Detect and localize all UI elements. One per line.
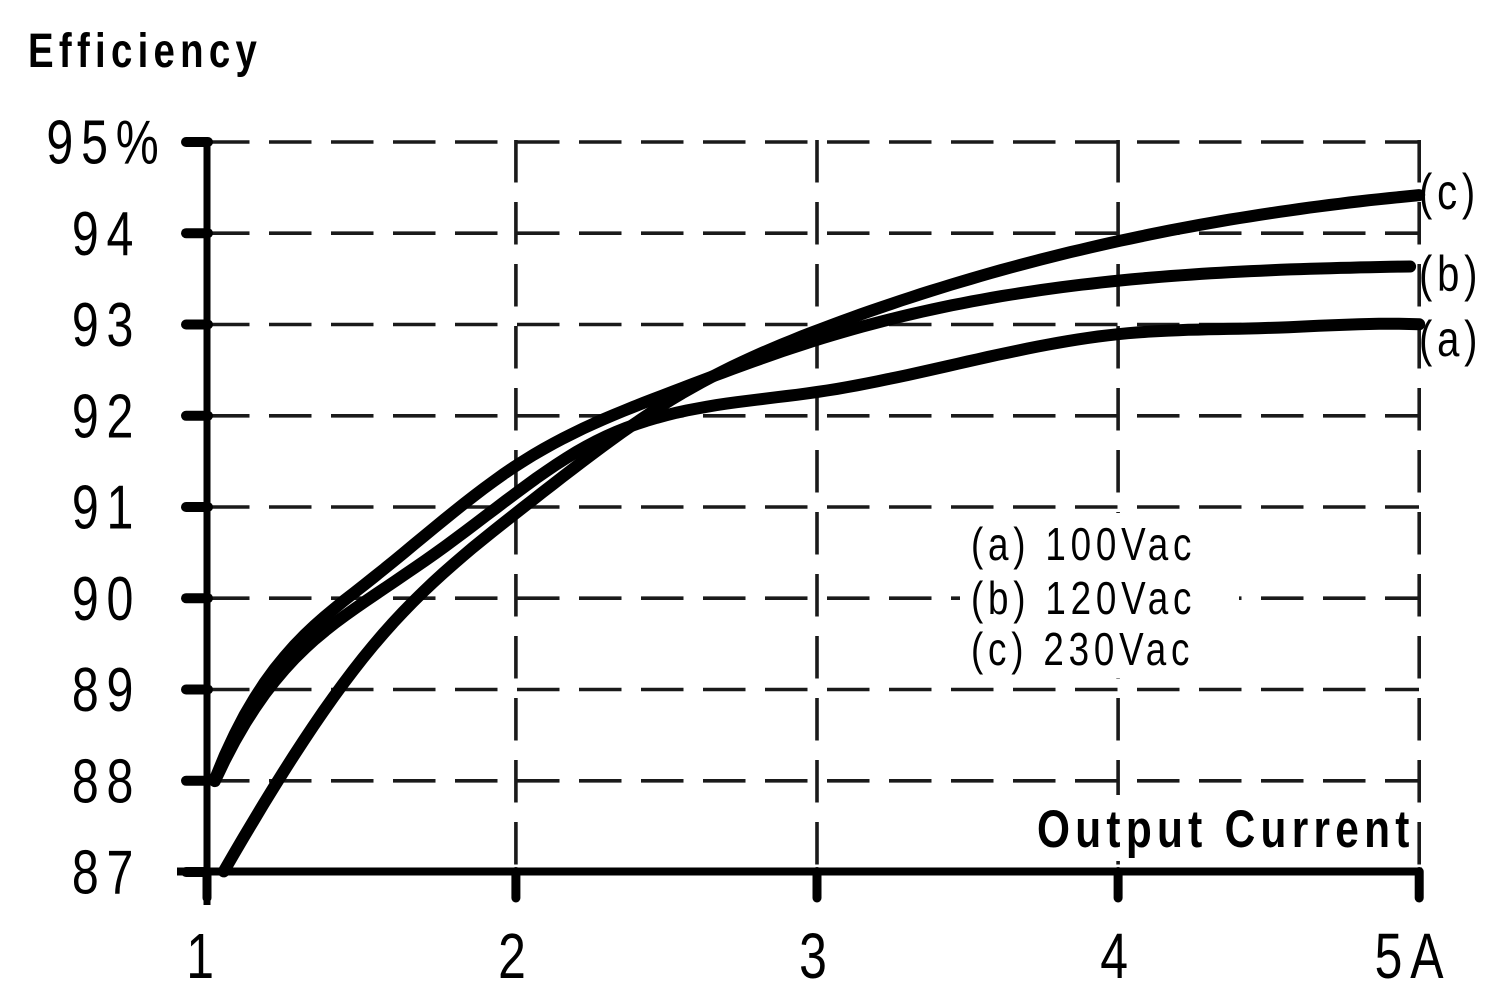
svg-text:(a): (a) (1419, 311, 1482, 367)
svg-text:95%: 95% (46, 108, 166, 177)
svg-text:(a) 100Vac: (a) 100Vac (971, 518, 1196, 570)
svg-text:4: 4 (1100, 921, 1136, 992)
svg-text:(c) 230Vac: (c) 230Vac (971, 623, 1194, 675)
svg-text:89: 89 (72, 655, 141, 724)
svg-text:1: 1 (186, 921, 222, 992)
svg-text:3: 3 (799, 921, 835, 992)
svg-text:(b) 120Vac: (b) 120Vac (971, 572, 1196, 624)
svg-text:Output Current: Output Current (1037, 801, 1415, 860)
svg-text:87: 87 (72, 838, 141, 907)
svg-text:90: 90 (72, 564, 141, 633)
svg-text:93: 93 (72, 290, 141, 359)
svg-text:92: 92 (72, 381, 141, 450)
svg-text:(b): (b) (1419, 246, 1482, 302)
svg-text:88: 88 (72, 746, 141, 815)
svg-text:Efficiency: Efficiency (28, 25, 262, 78)
svg-text:2: 2 (498, 921, 534, 992)
svg-text:94: 94 (72, 199, 141, 268)
svg-text:91: 91 (72, 473, 141, 542)
svg-text:5A: 5A (1375, 921, 1452, 992)
svg-text:(c): (c) (1419, 164, 1480, 220)
